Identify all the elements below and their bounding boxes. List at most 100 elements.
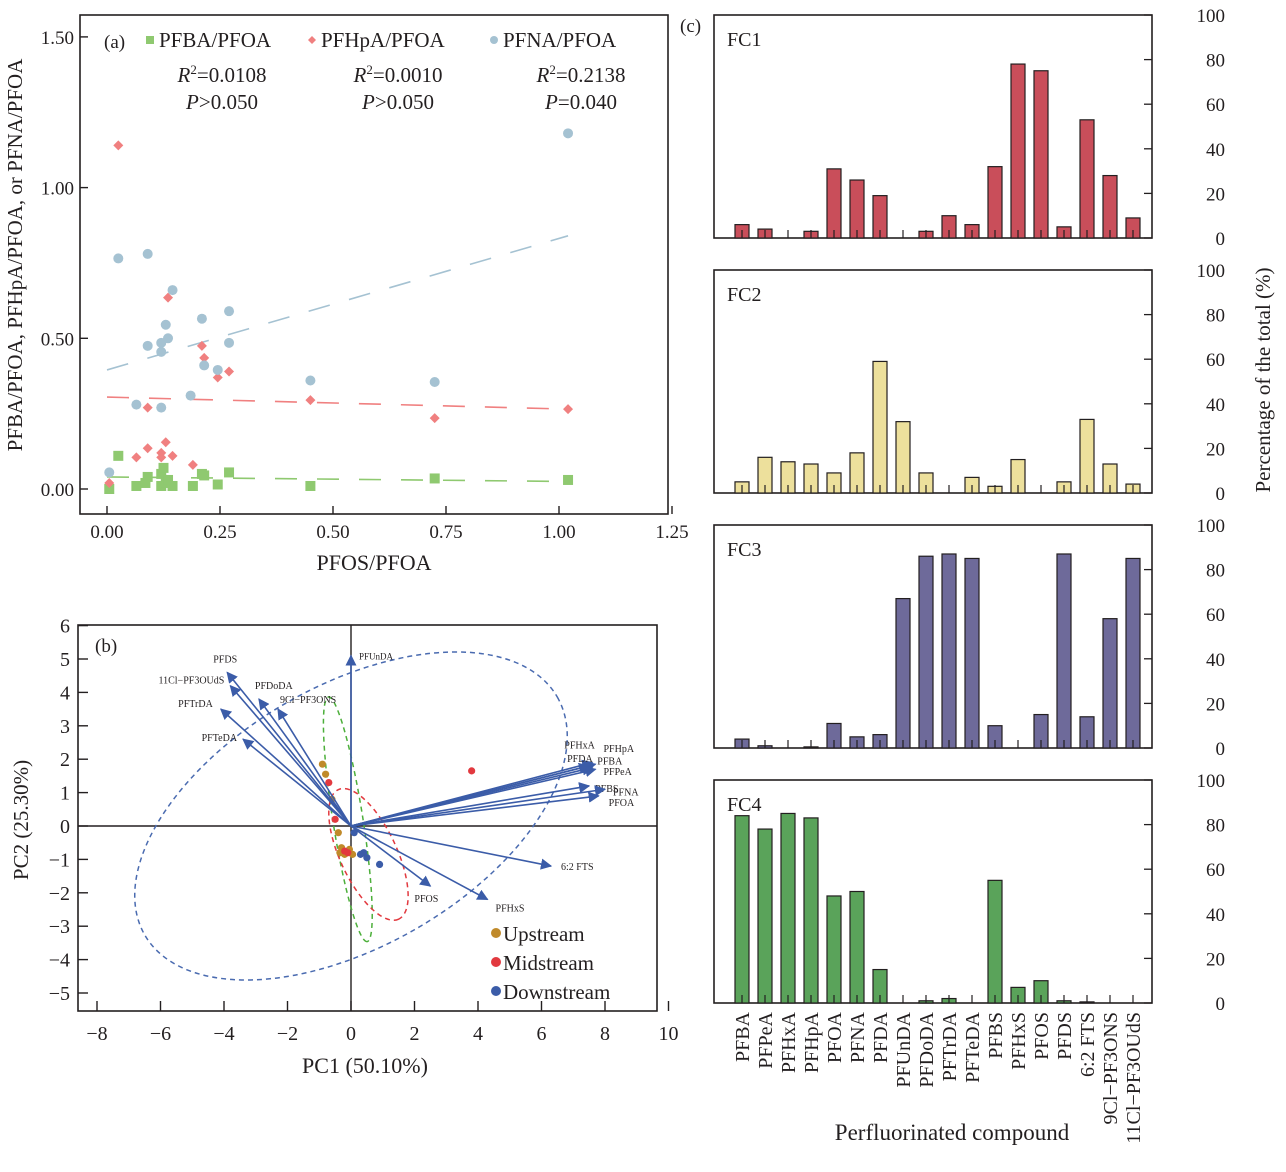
x-tick-label: 10 [659, 1023, 679, 1045]
loading-arrow-pfbs [350, 782, 591, 827]
y-tick-label: 60 [1206, 95, 1225, 116]
panel-b-label: (b) [95, 636, 117, 657]
bar-panel-fc4: FC4 0 20 40 60 80 100 [713, 771, 1226, 1015]
data-point-pfna [131, 399, 142, 410]
category-label: PFTeDA [962, 1011, 984, 1082]
confidence-ellipse-upstream [322, 696, 373, 943]
category-label: PFDS [1054, 1012, 1076, 1060]
legend-marker-circle-icon [490, 36, 498, 44]
legend-marker-upstream-icon [491, 928, 501, 938]
loading-label: PFDA [567, 754, 593, 765]
loading-label: 6:2 FTS [561, 862, 594, 873]
y-tick-label: 1.00 [41, 179, 74, 200]
sample-point-upstream [322, 770, 330, 778]
y-tick-label: 60 [1206, 350, 1225, 371]
loading-label: PFDoDA [255, 681, 294, 692]
panel-b-frame [77, 624, 658, 1012]
bar-fc1 [1010, 63, 1026, 239]
y-tick-label: −2 [49, 883, 70, 905]
data-point-pfhpa [104, 477, 115, 488]
r-squared-annotation: R2=0.0010 [353, 62, 443, 87]
data-point-pfna [163, 333, 174, 344]
panel-b-xlabel: PC1 (50.10%) [302, 1053, 428, 1078]
data-point-pfhpa [131, 452, 142, 463]
x-tick-label: −6 [150, 1023, 171, 1045]
y-tick-label: 1 [60, 783, 70, 805]
legend-label: PFBA/PFOA [159, 28, 272, 52]
bar-fc3 [964, 557, 980, 749]
loading-label: PFTeDA [202, 733, 238, 744]
bar-fc4 [757, 828, 773, 1004]
data-point-pfba [131, 480, 142, 491]
data-point-pfba [187, 480, 198, 491]
y-tick-label: 0 [1216, 484, 1226, 505]
data-point-pfba [199, 470, 210, 481]
confidence-ellipse-midstream [328, 787, 409, 921]
data-point-pfhpa [163, 292, 174, 303]
y-tick-label: 80 [1206, 816, 1225, 837]
data-point-pfhpa [160, 437, 171, 448]
category-label: 11Cl−PF3OUdS [1123, 1012, 1145, 1144]
panel-a-xlabel: PFOS/PFOA [317, 550, 432, 575]
x-tick-label: 0.50 [316, 522, 349, 543]
bar-fc3 [895, 597, 911, 749]
panel-a-ylabel: PFBA/PFOA, PFHpA/PFOA, or PFNA/PFOA [3, 58, 27, 452]
legend-label: Upstream [503, 922, 585, 946]
loading-label: PFUnDA [359, 652, 394, 662]
bar-panel-title: FC4 [727, 794, 761, 816]
data-point-pfba [113, 450, 124, 461]
data-point-pfhpa [187, 459, 198, 470]
y-tick-label: 100 [1197, 771, 1226, 792]
y-tick-label: −4 [49, 950, 70, 972]
y-tick-label: 4 [60, 682, 70, 704]
loading-label: PFOA [609, 798, 635, 809]
sample-point-downstream [375, 860, 384, 869]
sample-point-upstream [318, 760, 327, 768]
loading-label: 9Cl−PF3ONS [280, 695, 336, 706]
loading-arrow-pfos [350, 825, 432, 887]
category-label: PFPeA [755, 1011, 777, 1068]
data-point-pfna [305, 375, 316, 386]
y-tick-label: 5 [60, 649, 70, 671]
data-point-pfna [224, 337, 235, 348]
bar-fc3 [1056, 553, 1072, 749]
panel-c-xlabel: Perfluorinated compound [835, 1120, 1070, 1145]
y-tick-label: 80 [1206, 561, 1225, 582]
loading-label: 11Cl−PF3OUdS [158, 676, 224, 687]
category-label: PFDoDA [916, 1011, 938, 1087]
bar-panel-fc2: FC2 0 20 40 60 80 100 [713, 261, 1226, 505]
loading-label: PFNA [613, 787, 639, 798]
data-point-pfhpa [563, 404, 574, 415]
category-label: PFBA [732, 1011, 754, 1062]
bar-fc1 [849, 179, 865, 239]
y-tick-label: 1.50 [41, 28, 74, 49]
bar-fc4 [849, 890, 865, 1004]
bar-fc1 [1079, 119, 1095, 239]
y-tick-label: 0.00 [41, 480, 74, 501]
data-point-pfhpa [142, 402, 153, 413]
x-tick-label: 1.25 [655, 522, 688, 543]
sample-point-midstream [325, 778, 333, 787]
y-tick-label: 40 [1206, 905, 1225, 926]
panel-a-scatter: 0.00 0.25 0.50 0.75 1.00 1.25 0.00 0.50 1.00 1.50… [3, 14, 689, 575]
trend-line-pfba-pfoa [106, 476, 569, 483]
legend-marker-square-icon [146, 36, 154, 44]
y-tick-label: −1 [49, 849, 70, 871]
data-point-pfba [156, 468, 167, 479]
bar-fc3 [1102, 618, 1118, 749]
x-tick-label: 0 [346, 1023, 356, 1045]
bar-fc1 [987, 166, 1003, 239]
data-point-pfba [163, 474, 174, 485]
y-tick-label: 60 [1206, 860, 1225, 881]
y-tick-label: 20 [1206, 184, 1225, 205]
y-tick-label: 40 [1206, 650, 1225, 671]
p-value-annotation: P=0.040 [544, 90, 617, 114]
loading-arrow-pfoa [350, 791, 600, 827]
bar-panel-fc1: FC1 0 20 40 60 80 100 [713, 6, 1225, 250]
data-point-pfba [158, 462, 169, 473]
legend-label: Midstream [503, 951, 594, 975]
data-point-pfba [563, 474, 574, 485]
bar-panel-title: FC2 [727, 284, 761, 306]
x-tick-label: 0.00 [90, 522, 123, 543]
panel-b-pca: −8 −6 −4 −2 0 2 4 6 8 10 −5 −4 −3 −2 −1 0 1 2 3 4 5 6 PFUnDA P… [9, 616, 679, 1078]
